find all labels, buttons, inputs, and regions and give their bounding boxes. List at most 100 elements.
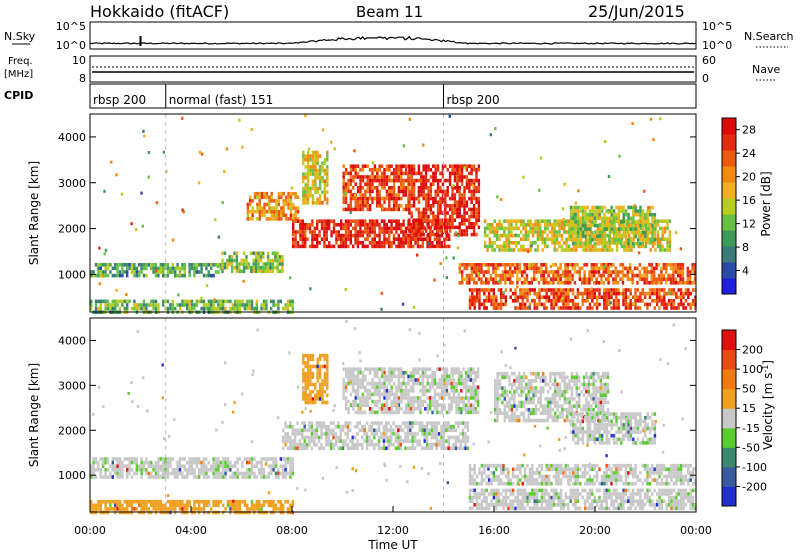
heatmap-cell [662, 248, 664, 252]
heatmap-cell [302, 372, 304, 376]
heatmap-cell [418, 168, 420, 172]
heatmap-cell [420, 179, 422, 183]
heatmap-cell [649, 213, 651, 217]
heatmap-cell [272, 270, 274, 274]
heatmap-cell [362, 168, 364, 172]
heatmap-cell [397, 432, 399, 436]
heatmap-cell [307, 162, 309, 166]
heatmap-cell [501, 245, 503, 249]
heatmap-cell [516, 270, 518, 274]
heatmap-cell [157, 464, 159, 468]
heatmap-cell [362, 219, 364, 223]
heatmap-cell [184, 475, 186, 479]
heatmap-cell [226, 262, 228, 266]
heatmap-cell [388, 186, 390, 190]
heatmap-cell [343, 164, 345, 168]
heatmap-cell [663, 306, 665, 310]
heatmap-cell [366, 227, 368, 231]
heatmap-cell [679, 281, 681, 285]
heatmap-cell [506, 234, 508, 238]
heatmap-cell [622, 303, 624, 307]
heatmap-cell [268, 217, 270, 221]
heatmap-cell [468, 182, 470, 186]
colorbar-segment [722, 118, 736, 135]
heatmap-cell [666, 248, 668, 252]
heatmap-cell [148, 472, 150, 476]
heatmap-cell [464, 443, 466, 447]
heatmap-cell [271, 199, 273, 203]
heatmap-cell [438, 421, 440, 425]
heatmap-cell [419, 425, 421, 429]
heatmap-cell [299, 237, 301, 241]
heatmap-cell [651, 267, 653, 271]
heatmap-cell [420, 222, 422, 226]
heatmap-cell [524, 292, 526, 296]
heatmap-cell [584, 213, 586, 217]
heatmap-cell [184, 270, 186, 274]
heatmap-cell [130, 222, 132, 225]
heatmap-cell [660, 277, 662, 281]
heatmap-cell [200, 464, 202, 468]
heatmap-cell [369, 204, 371, 208]
heatmap-cell [332, 447, 334, 451]
heatmap-cell [476, 288, 478, 292]
heatmap-cell [408, 229, 410, 233]
heatmap-cell [362, 204, 364, 208]
heatmap-cell [222, 472, 224, 476]
heatmap-cell [627, 306, 629, 310]
heatmap-cell [314, 383, 316, 387]
heatmap-cell [630, 306, 632, 310]
heatmap-cell [304, 227, 306, 231]
heatmap-cell [354, 241, 356, 245]
heatmap-cell [608, 235, 610, 239]
heatmap-cell [566, 219, 568, 223]
heatmap-cell [492, 267, 494, 271]
heatmap-cell [263, 504, 265, 508]
heatmap-cell [362, 175, 364, 179]
heatmap-cell [311, 223, 313, 227]
heatmap-cell [478, 306, 480, 310]
heatmap-cell [239, 500, 241, 504]
heatmap-cell [179, 468, 181, 472]
heatmap-cell [439, 197, 441, 201]
heatmap-cell [644, 224, 646, 228]
heatmap-cell [133, 500, 135, 504]
heatmap-cell [391, 164, 393, 168]
heatmap-cell [250, 266, 252, 270]
heatmap-cell [362, 371, 364, 375]
heatmap-cell [281, 259, 283, 263]
heatmap-cell [591, 292, 593, 296]
heatmap-cell [381, 241, 383, 245]
heatmap-cell [143, 300, 145, 304]
heatmap-cell [572, 292, 574, 296]
heatmap-cell [280, 300, 282, 304]
heatmap-cell [431, 443, 433, 447]
heatmap-cell [105, 249, 107, 252]
heatmap-cell [475, 175, 477, 179]
heatmap-cell [366, 432, 368, 436]
heatmap-cell [302, 227, 304, 231]
heatmap-cell [556, 223, 558, 227]
heatmap-cell [198, 263, 200, 267]
heatmap-cell [478, 179, 480, 183]
heatmap-cell [398, 164, 400, 168]
heatmap-cell [631, 274, 633, 278]
heatmap-cell [157, 307, 159, 311]
heatmap-cell [538, 189, 540, 192]
heatmap-cell [611, 238, 613, 242]
heatmap-cell [486, 248, 488, 252]
heatmap-cell [420, 172, 422, 176]
heatmap-cell [407, 432, 409, 436]
heatmap-cell [643, 277, 645, 281]
heatmap-cell [102, 300, 104, 304]
heatmap-cell [357, 186, 359, 190]
heatmap-cell [287, 199, 289, 203]
heatmap-cell [408, 204, 410, 208]
heatmap-cell [353, 149, 355, 152]
heatmap-cell [644, 235, 646, 239]
heatmap-cell [364, 411, 366, 415]
heatmap-cell [287, 432, 289, 436]
heatmap-cell [314, 165, 316, 169]
heatmap-cell [174, 500, 176, 504]
